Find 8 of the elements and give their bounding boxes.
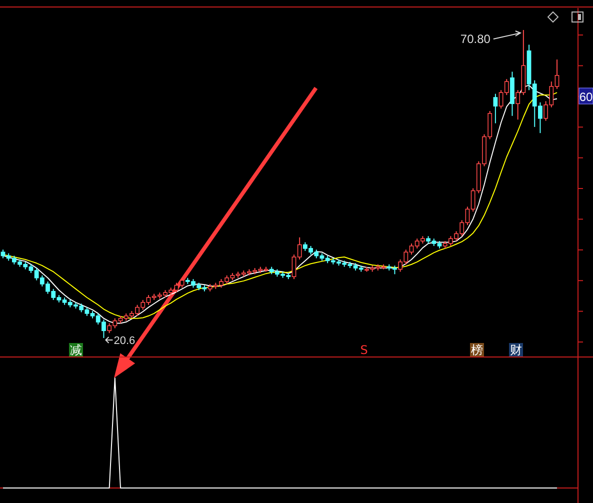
annotation: 70.80	[460, 32, 491, 46]
text: 财	[510, 343, 522, 357]
annotation: 20.6	[114, 335, 136, 347]
candlestick	[493, 93, 498, 124]
text: 榜	[471, 343, 483, 357]
text: 减	[70, 343, 82, 357]
text: S	[360, 343, 368, 357]
text: 60	[579, 90, 593, 104]
